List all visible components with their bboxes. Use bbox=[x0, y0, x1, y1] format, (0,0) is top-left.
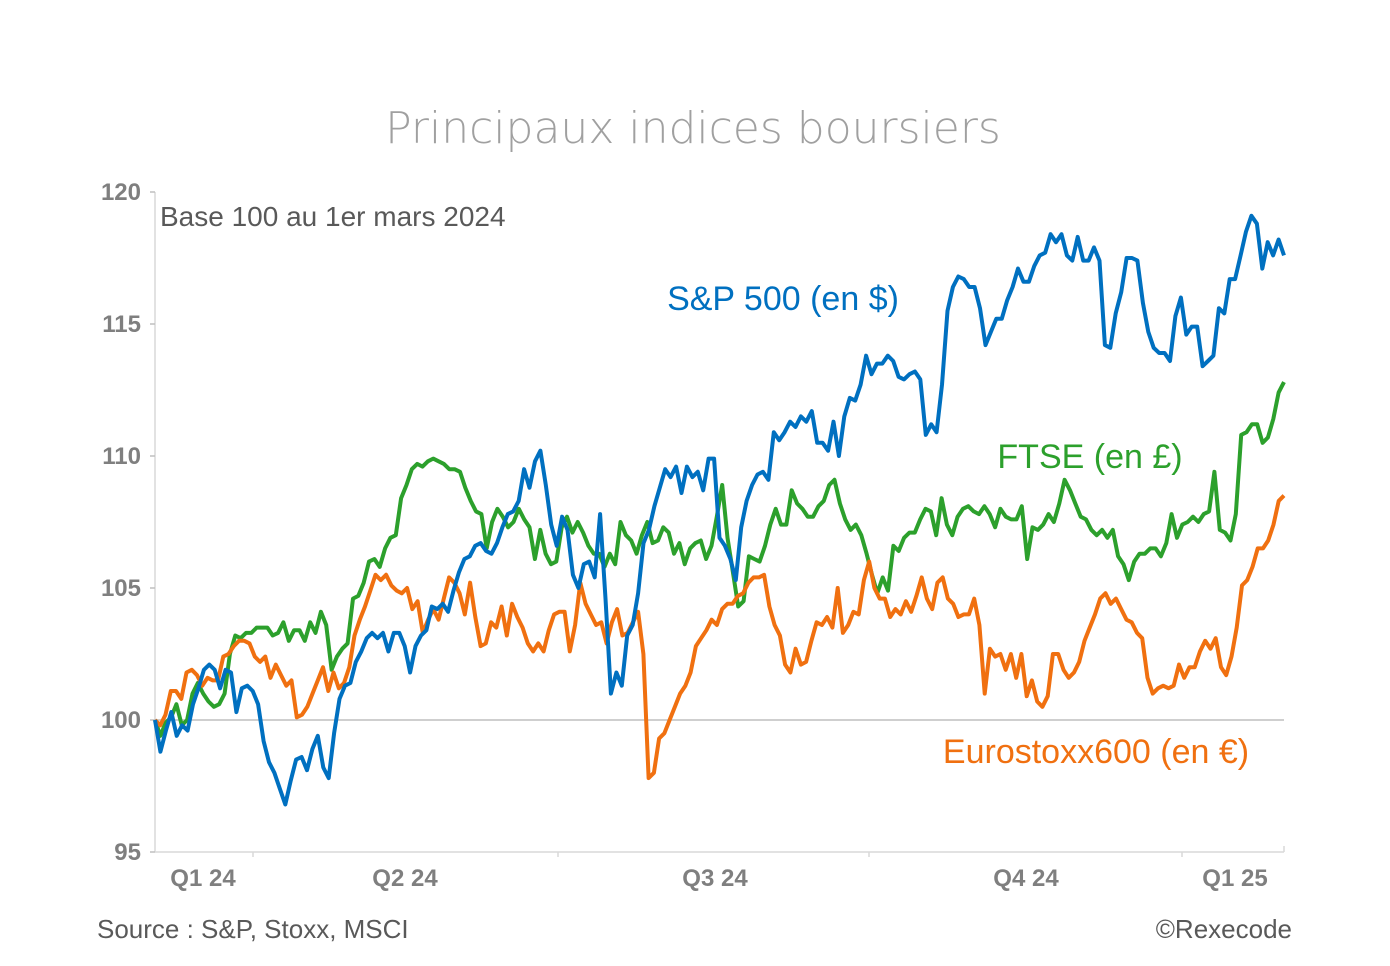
axes: 95 100 105 110 115 120 Q1 24 Q2 24 Q3 24 Q4 24 Q1 … bbox=[101, 179, 1285, 892]
source-note: Source : S&P, Stoxx, MSCI bbox=[97, 914, 409, 944]
x-tick-label: Q1 25 bbox=[1202, 865, 1267, 892]
series-label-eurostoxx600: Eurostoxx600 (en €) bbox=[943, 733, 1249, 771]
x-tick-label: Q1 24 bbox=[170, 865, 236, 892]
x-tick-label: Q2 24 bbox=[372, 865, 438, 892]
y-tick-label: 105 bbox=[101, 575, 141, 602]
series-lines bbox=[153, 213, 1286, 807]
chart-title: Principaux indices boursiers bbox=[385, 103, 1001, 154]
series-line-ftse bbox=[153, 381, 1286, 738]
y-tick-label: 120 bbox=[101, 179, 141, 206]
series-label-ftse: FTSE (en £) bbox=[997, 438, 1182, 476]
x-tick-label: Q3 24 bbox=[682, 865, 748, 892]
series-line-sp500 bbox=[153, 213, 1286, 807]
series-line-eurostoxx600 bbox=[153, 494, 1286, 781]
y-tick-label: 110 bbox=[102, 443, 141, 470]
y-tick-label: 95 bbox=[114, 839, 141, 866]
y-tick-label: 115 bbox=[102, 311, 141, 338]
copyright-note: ©Rexecode bbox=[1156, 914, 1292, 944]
chart-subtitle: Base 100 au 1er mars 2024 bbox=[160, 201, 506, 232]
y-tick-label: 100 bbox=[101, 707, 141, 734]
series-label-sp500: S&P 500 (en $) bbox=[667, 280, 899, 318]
x-tick-label: Q4 24 bbox=[993, 865, 1059, 892]
